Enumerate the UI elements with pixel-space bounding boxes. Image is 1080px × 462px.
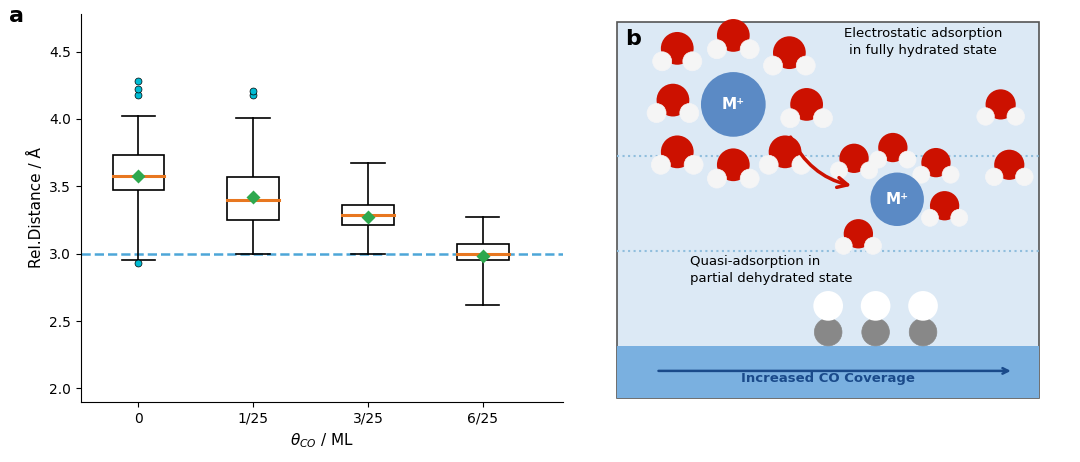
- Circle shape: [835, 237, 852, 255]
- Circle shape: [813, 109, 833, 128]
- Circle shape: [870, 172, 923, 226]
- Circle shape: [862, 318, 890, 346]
- Circle shape: [684, 155, 703, 174]
- Circle shape: [1007, 108, 1025, 125]
- Circle shape: [781, 109, 799, 128]
- Circle shape: [909, 292, 936, 320]
- FancyBboxPatch shape: [457, 244, 509, 261]
- Circle shape: [930, 191, 959, 220]
- Circle shape: [839, 144, 868, 173]
- FancyBboxPatch shape: [112, 155, 164, 190]
- Circle shape: [814, 318, 842, 346]
- Y-axis label: Rel.Distance / Å: Rel.Distance / Å: [28, 147, 44, 268]
- Circle shape: [869, 151, 887, 168]
- Circle shape: [707, 169, 727, 188]
- Circle shape: [759, 155, 779, 174]
- Circle shape: [717, 19, 750, 52]
- Text: M⁺: M⁺: [886, 192, 908, 207]
- Text: Electrostatic adsorption
in fully hydrated state: Electrostatic adsorption in fully hydrat…: [843, 27, 1002, 57]
- Circle shape: [985, 168, 1003, 186]
- X-axis label: $\theta_{CO}$ / ML: $\theta_{CO}$ / ML: [291, 431, 354, 450]
- Circle shape: [864, 237, 881, 255]
- Circle shape: [791, 88, 823, 121]
- Circle shape: [831, 162, 848, 179]
- Circle shape: [647, 103, 666, 122]
- Circle shape: [913, 166, 930, 183]
- Circle shape: [773, 36, 806, 69]
- Circle shape: [683, 52, 702, 71]
- Circle shape: [701, 72, 766, 137]
- Circle shape: [769, 135, 801, 168]
- Text: Quasi-adsorption in
partial dehydrated state: Quasi-adsorption in partial dehydrated s…: [690, 255, 853, 286]
- Circle shape: [657, 84, 689, 116]
- Text: Increased CO Coverage: Increased CO Coverage: [741, 372, 915, 385]
- Circle shape: [921, 148, 950, 177]
- Text: M⁺: M⁺: [721, 97, 745, 112]
- Circle shape: [661, 135, 693, 168]
- Circle shape: [986, 89, 1016, 120]
- Circle shape: [740, 40, 759, 59]
- Circle shape: [861, 162, 878, 179]
- FancyBboxPatch shape: [227, 177, 279, 220]
- Circle shape: [740, 169, 759, 188]
- Text: a: a: [9, 6, 24, 26]
- Circle shape: [995, 150, 1024, 180]
- Circle shape: [679, 103, 699, 122]
- Circle shape: [942, 166, 959, 183]
- Circle shape: [1015, 168, 1034, 186]
- Circle shape: [950, 209, 968, 226]
- Circle shape: [976, 108, 995, 125]
- Circle shape: [796, 56, 815, 75]
- Circle shape: [707, 40, 727, 59]
- FancyBboxPatch shape: [617, 23, 1039, 398]
- Circle shape: [792, 155, 811, 174]
- Circle shape: [862, 292, 890, 320]
- Text: b: b: [625, 29, 642, 49]
- Circle shape: [909, 318, 936, 346]
- Circle shape: [764, 56, 783, 75]
- FancyBboxPatch shape: [617, 346, 1039, 398]
- Circle shape: [652, 52, 672, 71]
- Circle shape: [717, 148, 750, 181]
- FancyBboxPatch shape: [342, 205, 394, 225]
- Circle shape: [814, 292, 842, 320]
- Circle shape: [899, 151, 916, 168]
- Circle shape: [921, 209, 939, 226]
- Circle shape: [661, 32, 693, 65]
- Circle shape: [843, 219, 873, 249]
- Circle shape: [651, 155, 671, 174]
- Circle shape: [878, 133, 907, 162]
